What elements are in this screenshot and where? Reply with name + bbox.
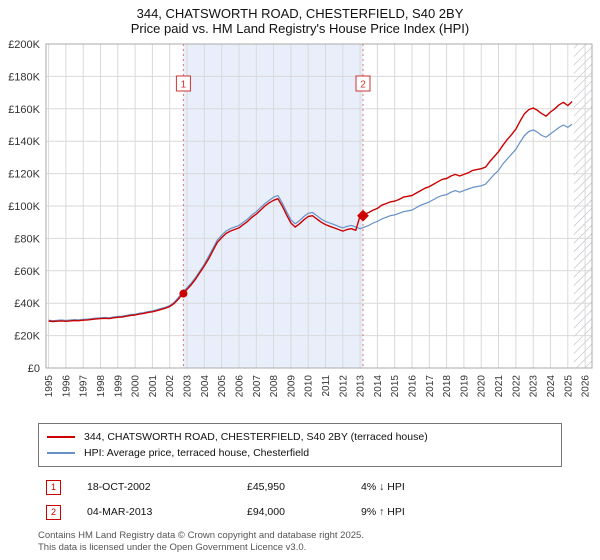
- x-axis-label: 2005: [217, 375, 228, 398]
- series-line-hpi: [48, 123, 573, 322]
- transaction-row: 2 04-MAR-2013 £94,000 9% ↑ HPI: [46, 504, 600, 520]
- x-axis-label: 2007: [252, 375, 263, 398]
- y-axis-label: £200K: [8, 39, 40, 51]
- page-subtitle: Price paid vs. HM Land Registry's House …: [130, 21, 470, 36]
- sale-label-text-1: 1: [181, 80, 187, 91]
- x-axis-label: 2004: [200, 375, 211, 398]
- x-axis-label: 2026: [581, 375, 592, 398]
- y-axis-label: £20K: [14, 331, 40, 343]
- price-chart[interactable]: 1995 1996 1997 1998 1999 2000 2001 2002 2003 2004…: [0, 36, 600, 411]
- x-axis-label: 2021: [494, 375, 505, 398]
- x-axis-label: 2002: [165, 375, 176, 398]
- footer-line: Contains HM Land Registry data © Crown c…: [38, 530, 364, 541]
- transaction-row: 1 18-OCT-2002 £45,950 4% ↓ HPI: [46, 479, 600, 495]
- x-axis-label: 2003: [183, 375, 194, 398]
- y-axis-label: £60K: [14, 266, 40, 278]
- y-axis-label: £140K: [8, 136, 40, 148]
- y-axis-label: £120K: [8, 169, 40, 181]
- x-axis-label: 1997: [79, 375, 90, 398]
- legend-label: 344, CHATSWORTH ROAD, CHESTERFIELD, S40 …: [84, 431, 428, 443]
- y-axis-label: £40K: [14, 298, 40, 310]
- transaction-price: £94,000: [247, 506, 285, 518]
- legend-item: 344, CHATSWORTH ROAD, CHESTERFIELD, S40 …: [47, 429, 553, 445]
- legend-box: 344, CHATSWORTH ROAD, CHESTERFIELD, S40 …: [38, 423, 562, 467]
- chart-header: 344, CHATSWORTH ROAD, CHESTERFIELD, S40 …: [0, 0, 600, 36]
- sale-label-text-2: 2: [360, 80, 366, 91]
- red-line-sample: [47, 436, 75, 438]
- footer-line: This data is licensed under the Open Gov…: [38, 541, 307, 553]
- y-axis-label: £100K: [8, 201, 40, 213]
- sale-label-box-1: [175, 75, 191, 92]
- sale-point-1: [179, 289, 188, 298]
- license-footer: Contains HM Land Registry data © Crown c…: [38, 530, 600, 553]
- y-axis-label: £160K: [8, 104, 40, 116]
- x-axis-label: 1996: [61, 375, 72, 398]
- x-axis-label: 2014: [373, 375, 384, 398]
- x-axis-label: 2015: [390, 375, 401, 398]
- transaction-date: 18-OCT-2002: [87, 481, 151, 493]
- transaction-date: 04-MAR-2013: [87, 506, 153, 518]
- x-axis-label: 2020: [477, 375, 488, 398]
- x-axis-label: 2019: [459, 375, 470, 398]
- transaction-hpi-delta: 9% ↑ HPI: [361, 506, 405, 518]
- x-axis-label: 2017: [425, 375, 436, 398]
- y-axis-label: £180K: [8, 71, 40, 83]
- page-title: 344, CHATSWORTH ROAD, CHESTERFIELD, S40 …: [136, 6, 464, 21]
- y-axis-label: £80K: [14, 233, 40, 245]
- x-axis-label: 1999: [113, 375, 124, 398]
- series-line-property: [48, 100, 573, 323]
- x-axis-label: 2000: [131, 375, 142, 398]
- blue-line-sample: [47, 452, 75, 454]
- x-axis-label: 1998: [96, 375, 107, 398]
- x-axis-label: 2010: [304, 375, 315, 398]
- legend-label: HPI: Average price, terraced house, Ches…: [84, 447, 310, 459]
- transaction-price: £45,950: [247, 481, 285, 493]
- transaction-number-badge: 1: [46, 479, 61, 495]
- x-axis-label: 2025: [563, 375, 574, 398]
- x-axis-label: 2012: [338, 375, 349, 398]
- x-axis-label: 2009: [286, 375, 297, 398]
- y-axis-label: £0: [28, 363, 40, 375]
- x-axis-label: 2016: [408, 375, 419, 398]
- x-axis-label: 2022: [511, 375, 522, 398]
- x-axis-label: 2008: [269, 375, 280, 398]
- legend-item: HPI: Average price, terraced house, Ches…: [47, 445, 553, 461]
- x-axis-label: 2011: [321, 375, 332, 397]
- x-axis-label: 2024: [546, 375, 557, 398]
- sale-label-box-2: [355, 75, 371, 92]
- x-axis-label: 2001: [148, 375, 159, 398]
- transaction-hpi-delta: 4% ↓ HPI: [361, 481, 405, 493]
- transactions-table: 1 18-OCT-2002 £45,950 4% ↓ HPI 2 04-MAR-…: [0, 479, 600, 520]
- x-axis-label: 1995: [44, 375, 55, 398]
- transaction-number-badge: 2: [46, 504, 61, 520]
- x-axis-label: 2006: [235, 375, 246, 398]
- x-axis-label: 2018: [442, 375, 453, 398]
- x-axis-label: 2013: [356, 375, 367, 398]
- x-axis-label: 2023: [529, 375, 540, 398]
